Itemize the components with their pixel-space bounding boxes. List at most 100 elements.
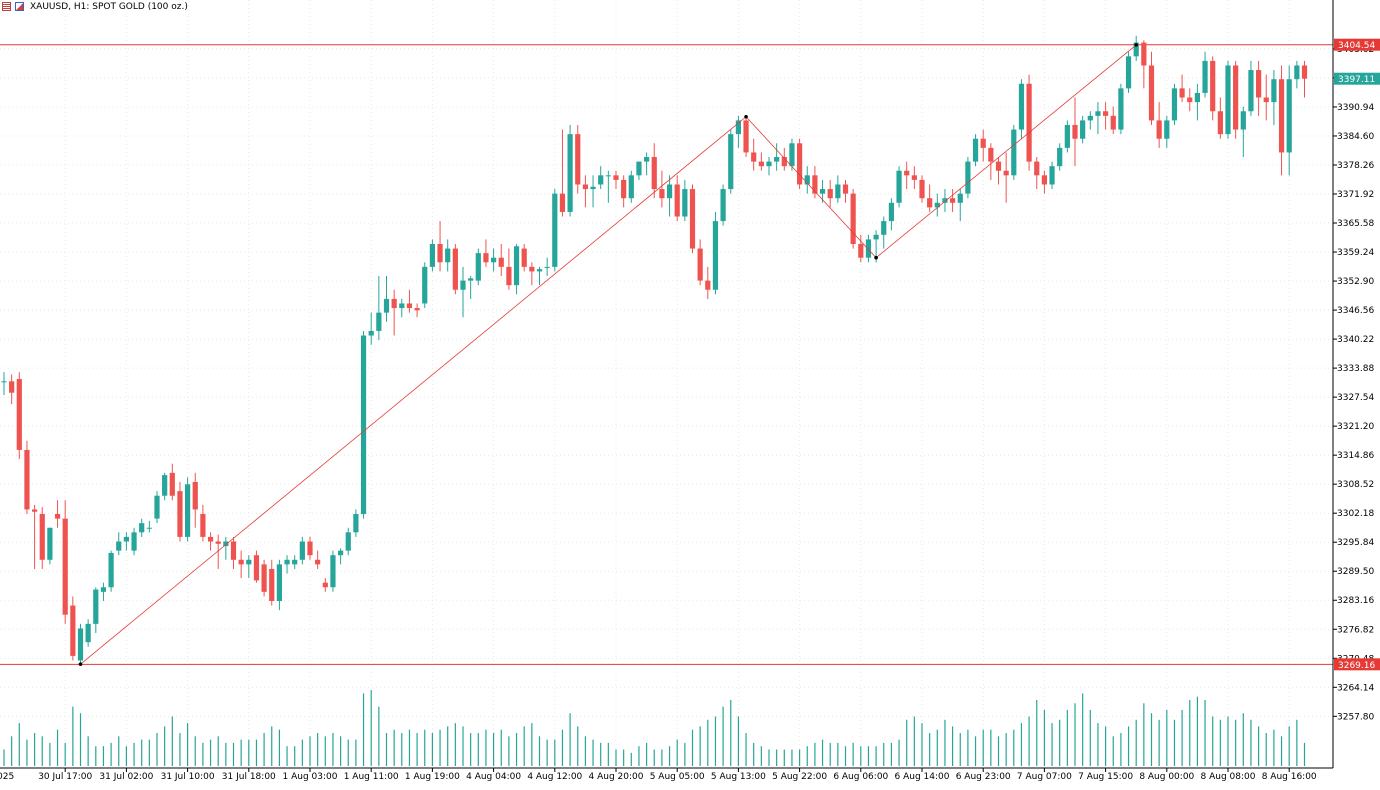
candle-body	[1118, 88, 1124, 130]
candle	[1095, 102, 1101, 135]
candle-body	[1034, 161, 1040, 176]
time-tick-label: 6 Aug 14:00	[895, 772, 950, 782]
candle	[1148, 51, 1155, 125]
candle	[552, 189, 558, 272]
candle	[1049, 161, 1055, 190]
time-tick-label: 31 Jul 18:00	[222, 772, 276, 782]
candle	[315, 550, 321, 569]
candle-body	[1286, 79, 1292, 153]
candle	[529, 262, 535, 286]
candle	[628, 170, 634, 203]
candle	[950, 189, 956, 212]
candle	[781, 147, 787, 171]
candle	[123, 532, 129, 551]
candle-body	[689, 189, 696, 249]
candle-body	[391, 298, 397, 309]
candle	[613, 170, 619, 190]
candle-body	[1217, 111, 1223, 135]
candle	[659, 170, 665, 208]
candle-body	[315, 559, 321, 565]
candle-body	[735, 120, 741, 135]
candle-body	[406, 303, 413, 309]
price-badge: 3397.11	[1334, 72, 1380, 85]
candle-body	[529, 266, 535, 272]
candle-body	[965, 161, 971, 194]
price-badge-label: 3397.11	[1338, 75, 1375, 85]
candle	[1125, 51, 1132, 93]
time-tick-label: 8 Aug 08:00	[1201, 772, 1256, 782]
candle	[865, 234, 872, 263]
candle-body	[1, 381, 7, 383]
candle-body	[743, 120, 749, 153]
candle	[376, 276, 382, 341]
price-badge: 3404.54	[1334, 38, 1380, 51]
candle-body	[338, 550, 344, 556]
candle-body	[292, 559, 298, 565]
symbol-icon[interactable]	[15, 2, 24, 11]
candle-body	[16, 379, 22, 450]
candle	[927, 184, 933, 212]
candle	[544, 257, 550, 277]
price-tick-label: 3327.54	[1337, 393, 1374, 403]
candle	[131, 527, 137, 556]
candle	[888, 198, 894, 231]
candle	[39, 507, 45, 569]
candle	[139, 518, 145, 537]
time-tick-label: 1 Aug 19:00	[405, 772, 460, 782]
candle	[506, 248, 512, 290]
price-tick-label: 3321.20	[1337, 422, 1374, 432]
candle-body	[1148, 65, 1155, 121]
candle	[452, 243, 458, 295]
time-tick-label: 5 Aug 13:00	[711, 772, 766, 782]
candle-body	[1240, 111, 1246, 130]
candle	[995, 157, 1002, 185]
candle	[238, 550, 244, 579]
candle-body	[682, 189, 688, 217]
candle	[1118, 83, 1124, 135]
candle-body	[192, 481, 198, 510]
candle	[284, 555, 290, 574]
price-tick-label: 3302.18	[1337, 509, 1374, 519]
candle	[215, 534, 221, 569]
candle	[1301, 60, 1308, 98]
candle-body	[230, 541, 237, 560]
candle	[353, 509, 359, 537]
candle-body	[827, 189, 833, 199]
candle-body	[781, 157, 787, 167]
candle-body	[858, 243, 864, 258]
price-tick-label: 3340.22	[1337, 335, 1374, 345]
candle-body	[621, 179, 627, 199]
candle-body	[1248, 70, 1254, 112]
candle-body	[666, 184, 673, 199]
candle	[468, 276, 474, 299]
candles	[1, 35, 1308, 665]
candle-body	[1141, 42, 1147, 66]
candle-body	[223, 541, 229, 547]
candle	[146, 520, 152, 533]
candle	[1210, 56, 1216, 121]
grid-icon[interactable]	[2, 2, 11, 11]
candle-body	[276, 564, 282, 601]
candle-body	[842, 184, 849, 194]
candle	[1202, 51, 1208, 98]
candle	[957, 189, 963, 222]
candle-body	[360, 335, 367, 515]
candle-body	[950, 198, 956, 203]
candle	[598, 166, 604, 190]
candle-body	[819, 189, 826, 194]
candle	[406, 289, 413, 313]
candle	[1248, 60, 1254, 116]
candle-body	[506, 266, 512, 286]
candle-body	[881, 221, 887, 235]
candle	[689, 184, 696, 254]
candle-body	[77, 628, 84, 661]
candle	[1003, 152, 1009, 203]
candle-body	[1271, 79, 1277, 103]
candle-body	[422, 266, 428, 304]
candle	[1011, 124, 1017, 180]
candle	[1057, 143, 1063, 171]
candle-body	[284, 559, 290, 565]
chart-header: XAUUSD, H1: SPOT GOLD (100 oz.)	[0, 0, 192, 13]
